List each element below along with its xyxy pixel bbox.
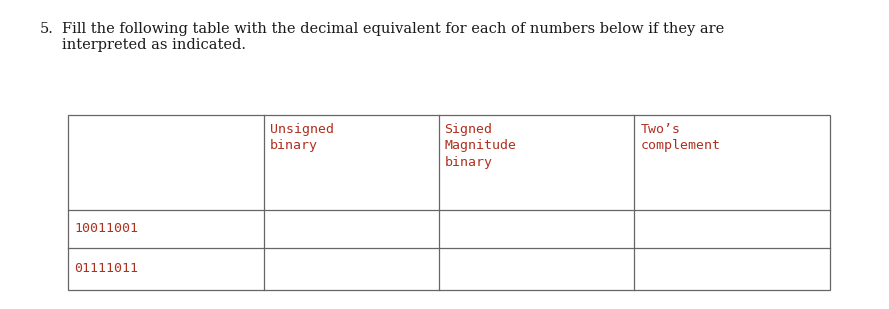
Text: interpreted as indicated.: interpreted as indicated. xyxy=(62,38,246,52)
Text: 5.: 5. xyxy=(40,22,54,36)
Text: Signed
Magnitude
binary: Signed Magnitude binary xyxy=(444,123,517,169)
Text: Fill the following table with the decimal equivalent for each of numbers below i: Fill the following table with the decima… xyxy=(62,22,725,36)
Text: Unsigned
binary: Unsigned binary xyxy=(269,123,333,153)
Text: Two’s
complement: Two’s complement xyxy=(640,123,720,153)
Text: 01111011: 01111011 xyxy=(74,263,138,276)
Text: 10011001: 10011001 xyxy=(74,222,138,235)
